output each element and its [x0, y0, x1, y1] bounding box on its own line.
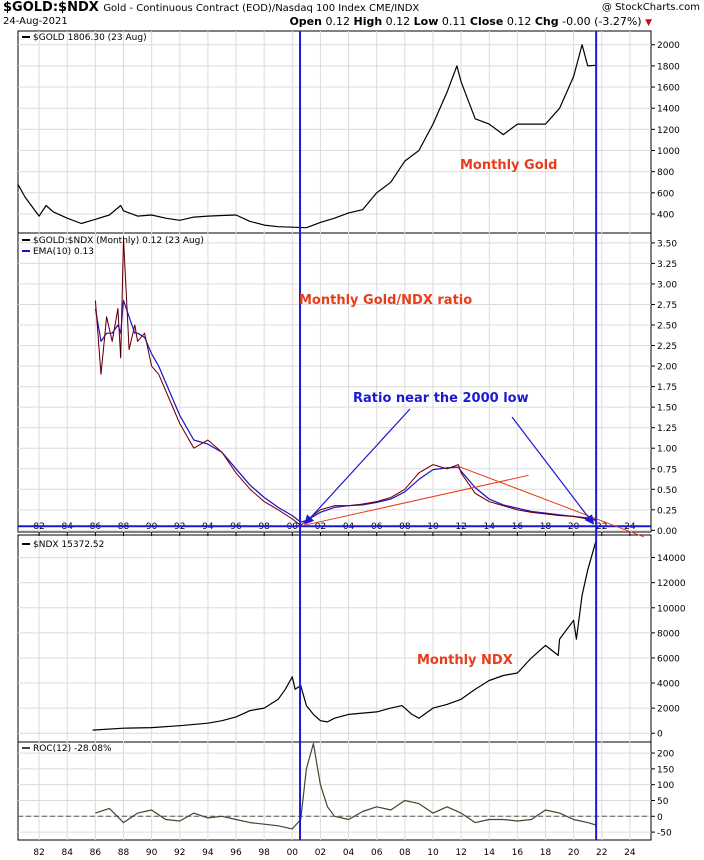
- ndx-price-line: [92, 540, 597, 731]
- ratio-y-tick-label: 2.50: [657, 322, 677, 332]
- roc-y-tick-label: 50: [657, 797, 669, 807]
- ratio-y-tick-label: 2.75: [657, 301, 677, 311]
- top-panel-frame: [17, 30, 652, 533]
- ema-legend: EMA(10) 0.13: [33, 247, 94, 257]
- bottom-panel-frame: [17, 534, 652, 841]
- ratio-y-tick-label: 1.75: [657, 383, 677, 393]
- roc-legend: ROC(12) -28.08%: [33, 744, 112, 754]
- ratio-trendline: [303, 474, 529, 526]
- chart-title: $GOLD:$NDX Gold - Continuous Contract (E…: [3, 0, 419, 15]
- chart-date: 24-Aug-2021: [3, 16, 68, 27]
- ndx-y-tick-label: 6000: [657, 654, 680, 664]
- ndx-y-tick-label: 8000: [657, 629, 680, 639]
- x-tick-label: 82: [33, 848, 44, 858]
- x-tick-label: 04: [343, 848, 355, 858]
- roc-y-tick-label: 150: [657, 765, 674, 775]
- gold-y-tick-label: 1800: [657, 62, 680, 72]
- ratio-annotation: Monthly Gold/NDX ratio: [299, 293, 472, 308]
- gold-annotation: Monthly Gold: [460, 158, 557, 173]
- chg-value: -0.00 (-3.27%): [562, 15, 642, 28]
- x-tick-label: 92: [174, 848, 185, 858]
- gold-y-tick-label: 600: [657, 189, 674, 199]
- callout-arrow: [511, 416, 595, 525]
- low-label: Low: [413, 15, 439, 28]
- gold-y-tick-label: 1600: [657, 84, 680, 94]
- ndx-y-tick-label: 14000: [657, 554, 686, 564]
- ndx-y-tick-label: 4000: [657, 680, 680, 690]
- x-tick-label: 94: [202, 848, 214, 858]
- x-tick-label: 84: [62, 848, 74, 858]
- callout-arrow: [304, 408, 411, 525]
- ratio-y-tick-label: 1.50: [657, 404, 677, 414]
- roc-y-tick-label: 0: [657, 813, 663, 823]
- ratio-y-tick-label: 0.75: [657, 465, 677, 475]
- x-tick-label: 20: [568, 848, 580, 858]
- gold-price-line: [17, 44, 597, 229]
- watermark: @ StockCharts.com: [601, 2, 700, 13]
- chart-symbol: $GOLD:$NDX: [3, 0, 99, 15]
- high-value: 0.12: [385, 15, 411, 28]
- gold-y-tick-label: 400: [657, 210, 674, 220]
- gold-legend: $GOLD 1806.30 (23 Aug): [33, 33, 147, 43]
- ndx-y-tick-label: 2000: [657, 705, 680, 715]
- ratio-y-tick-label: 2.00: [657, 363, 677, 373]
- callout-annotation: Ratio near the 2000 low: [353, 391, 529, 406]
- ndx-y-tick-label: 0: [657, 730, 663, 740]
- ratio-y-tick-label: 1.00: [657, 445, 677, 455]
- x-tick-label: 12: [455, 848, 466, 858]
- ndx-annotation: Monthly NDX: [417, 653, 513, 668]
- ratio-y-tick-label: 0.00: [657, 527, 677, 537]
- gold-y-tick-label: 800: [657, 168, 674, 178]
- ratio-y-tick-label: 1.25: [657, 424, 677, 434]
- roc-y-tick-label: 100: [657, 781, 674, 791]
- x-tick-label: 98: [258, 848, 270, 858]
- x-tick-label: 06: [371, 848, 383, 858]
- ratio-y-tick-label: 0.50: [657, 486, 677, 496]
- open-label: Open: [289, 15, 322, 28]
- ohlc-readout: Open 0.12 High 0.12 Low 0.11 Close 0.12 …: [289, 15, 652, 28]
- x-tick-label: 08: [399, 848, 411, 858]
- ndx-y-tick-label: 12000: [657, 579, 686, 589]
- gold-y-tick-label: 1200: [657, 126, 680, 136]
- ratio-trendline: [458, 465, 645, 538]
- x-tick-label: 24: [624, 848, 636, 858]
- low-value: 0.11: [441, 15, 467, 28]
- x-tick-label: 14: [484, 848, 496, 858]
- roc-line: [95, 742, 597, 830]
- ratio-legend: $GOLD:$NDX (Monthly) 0.12 (23 Aug): [33, 236, 204, 246]
- chart-description: Gold - Continuous Contract (EOD)/Nasdaq …: [103, 3, 420, 14]
- chg-label: Chg: [534, 15, 559, 28]
- roc-y-tick-label: 200: [657, 750, 674, 760]
- x-tick-label: 90: [146, 848, 158, 858]
- x-tick-label: 16: [512, 848, 524, 858]
- gold-y-tick-label: 2000: [657, 41, 680, 51]
- ratio-y-tick-label: 3.25: [657, 260, 677, 270]
- x-tick-label: 22: [596, 848, 607, 858]
- ratio-line: [94, 238, 597, 526]
- gold-y-tick-label: 1000: [657, 147, 680, 157]
- close-value: 0.12: [506, 15, 532, 28]
- x-tick-label: 02: [315, 848, 326, 858]
- x-tick-label: 88: [118, 848, 130, 858]
- ratio-y-tick-label: 2.25: [657, 342, 677, 352]
- x-tick-label: 86: [90, 848, 102, 858]
- gold-y-tick-label: 1400: [657, 105, 680, 115]
- ratio-y-tick-label: 3.00: [657, 280, 677, 290]
- high-label: High: [353, 15, 383, 28]
- roc-y-tick-label: -50: [657, 829, 672, 839]
- x-tick-label: 00: [287, 848, 299, 858]
- ratio-y-tick-label: 0.25: [657, 506, 677, 516]
- x-tick-label: 18: [540, 848, 552, 858]
- ratio-line-overlay: [95, 238, 597, 526]
- ndx-y-tick-label: 10000: [657, 604, 686, 614]
- down-arrow-icon: ▼: [645, 18, 652, 28]
- close-label: Close: [469, 15, 504, 28]
- ratio-y-tick-label: 3.50: [657, 239, 677, 249]
- x-tick-label: 96: [230, 848, 242, 858]
- x-tick-label: 10: [427, 848, 439, 858]
- open-value: 0.12: [325, 15, 350, 28]
- ndx-legend: $NDX 15372.52: [33, 540, 104, 550]
